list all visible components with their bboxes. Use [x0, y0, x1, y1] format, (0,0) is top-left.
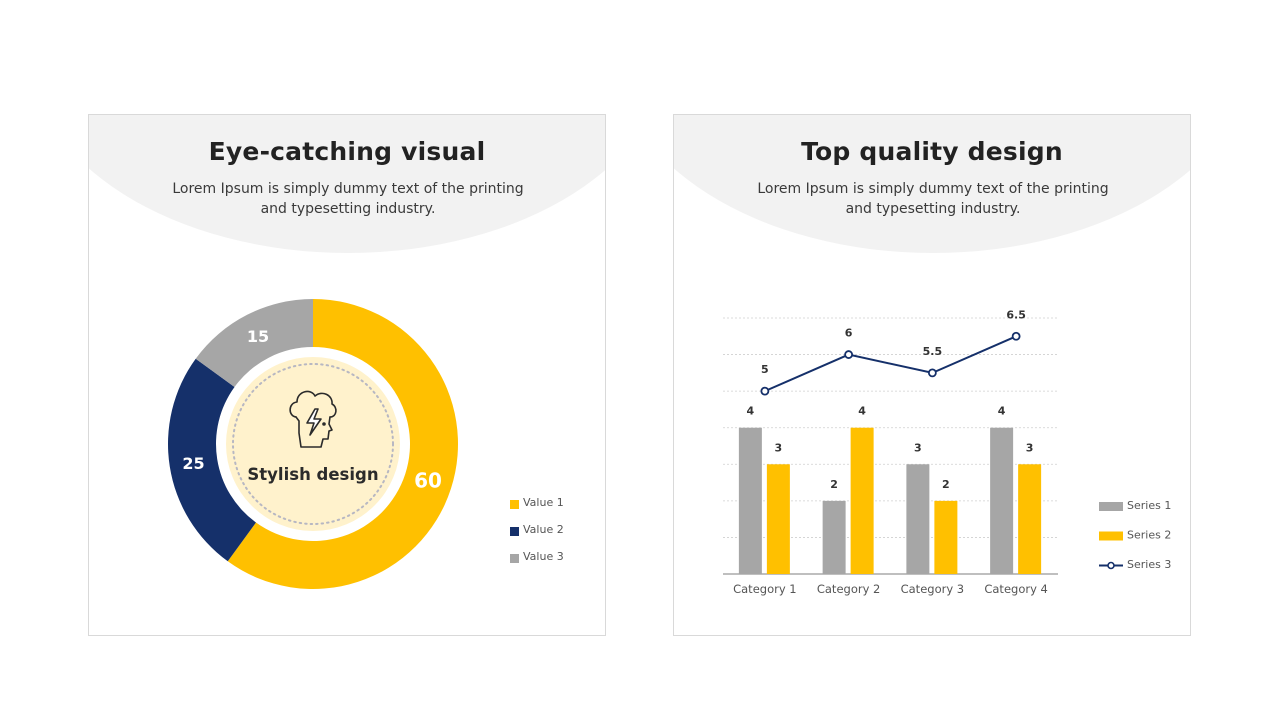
donut-data-label: 25: [182, 454, 204, 473]
donut-center-disc: [226, 357, 400, 531]
donut-slice-1: [227, 299, 459, 589]
donut-data-label: 60: [414, 468, 442, 492]
legend-label: Value 3: [523, 550, 564, 563]
donut-center-dotted-ring: [232, 363, 394, 525]
donut-slice-3: [195, 299, 313, 387]
legend-label: Value 2: [523, 523, 564, 536]
donut-data-label: 15: [247, 327, 269, 346]
card-description: Lorem Ipsum is simply dummy text of the …: [757, 181, 1109, 217]
donut-data-labels: 60 25 15: [182, 327, 442, 492]
head-lightning-icon: [289, 390, 337, 448]
legend-swatch: [510, 500, 519, 509]
card-title: Top quality design: [801, 137, 1063, 166]
legend-swatch: [510, 527, 519, 536]
legend-swatch: [510, 554, 519, 563]
donut-slice-2: [168, 358, 256, 562]
donut-chart-card: Eye-catching visual Lorem Ipsum is simpl…: [88, 114, 606, 636]
donut-legend: Value 1 Value 2 Value 3: [510, 496, 564, 563]
donut-slices: [168, 299, 459, 589]
card-title: Eye-catching visual: [208, 137, 486, 166]
combo-chart-card: Top quality design Lorem Ipsum is simply…: [673, 114, 1191, 636]
donut-center-label: Stylish design: [247, 465, 378, 484]
card-description: Lorem Ipsum is simply dummy text of the …: [172, 181, 524, 217]
legend-label: Value 1: [523, 496, 564, 509]
